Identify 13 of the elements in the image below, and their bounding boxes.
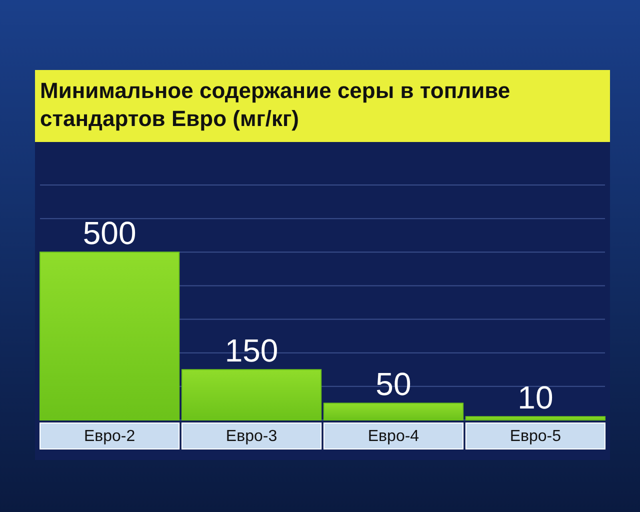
x-tick-label: Евро-5 [510, 428, 562, 445]
data-label: 150 [224, 332, 278, 369]
x-tick-label: Евро-4 [368, 428, 420, 445]
x-tick-label: Евро-3 [226, 428, 278, 445]
data-label: 500 [82, 215, 136, 252]
bar [323, 402, 464, 420]
data-label: 50 [376, 366, 412, 402]
bar [40, 252, 180, 420]
bar [465, 416, 606, 420]
bar [181, 369, 322, 420]
data-label: 10 [518, 380, 554, 416]
chart-title: Минимальное содержание серы в топливе стандартов Евро (мг/кг) [40, 78, 510, 131]
x-tick-label: Евро-2 [84, 428, 136, 445]
